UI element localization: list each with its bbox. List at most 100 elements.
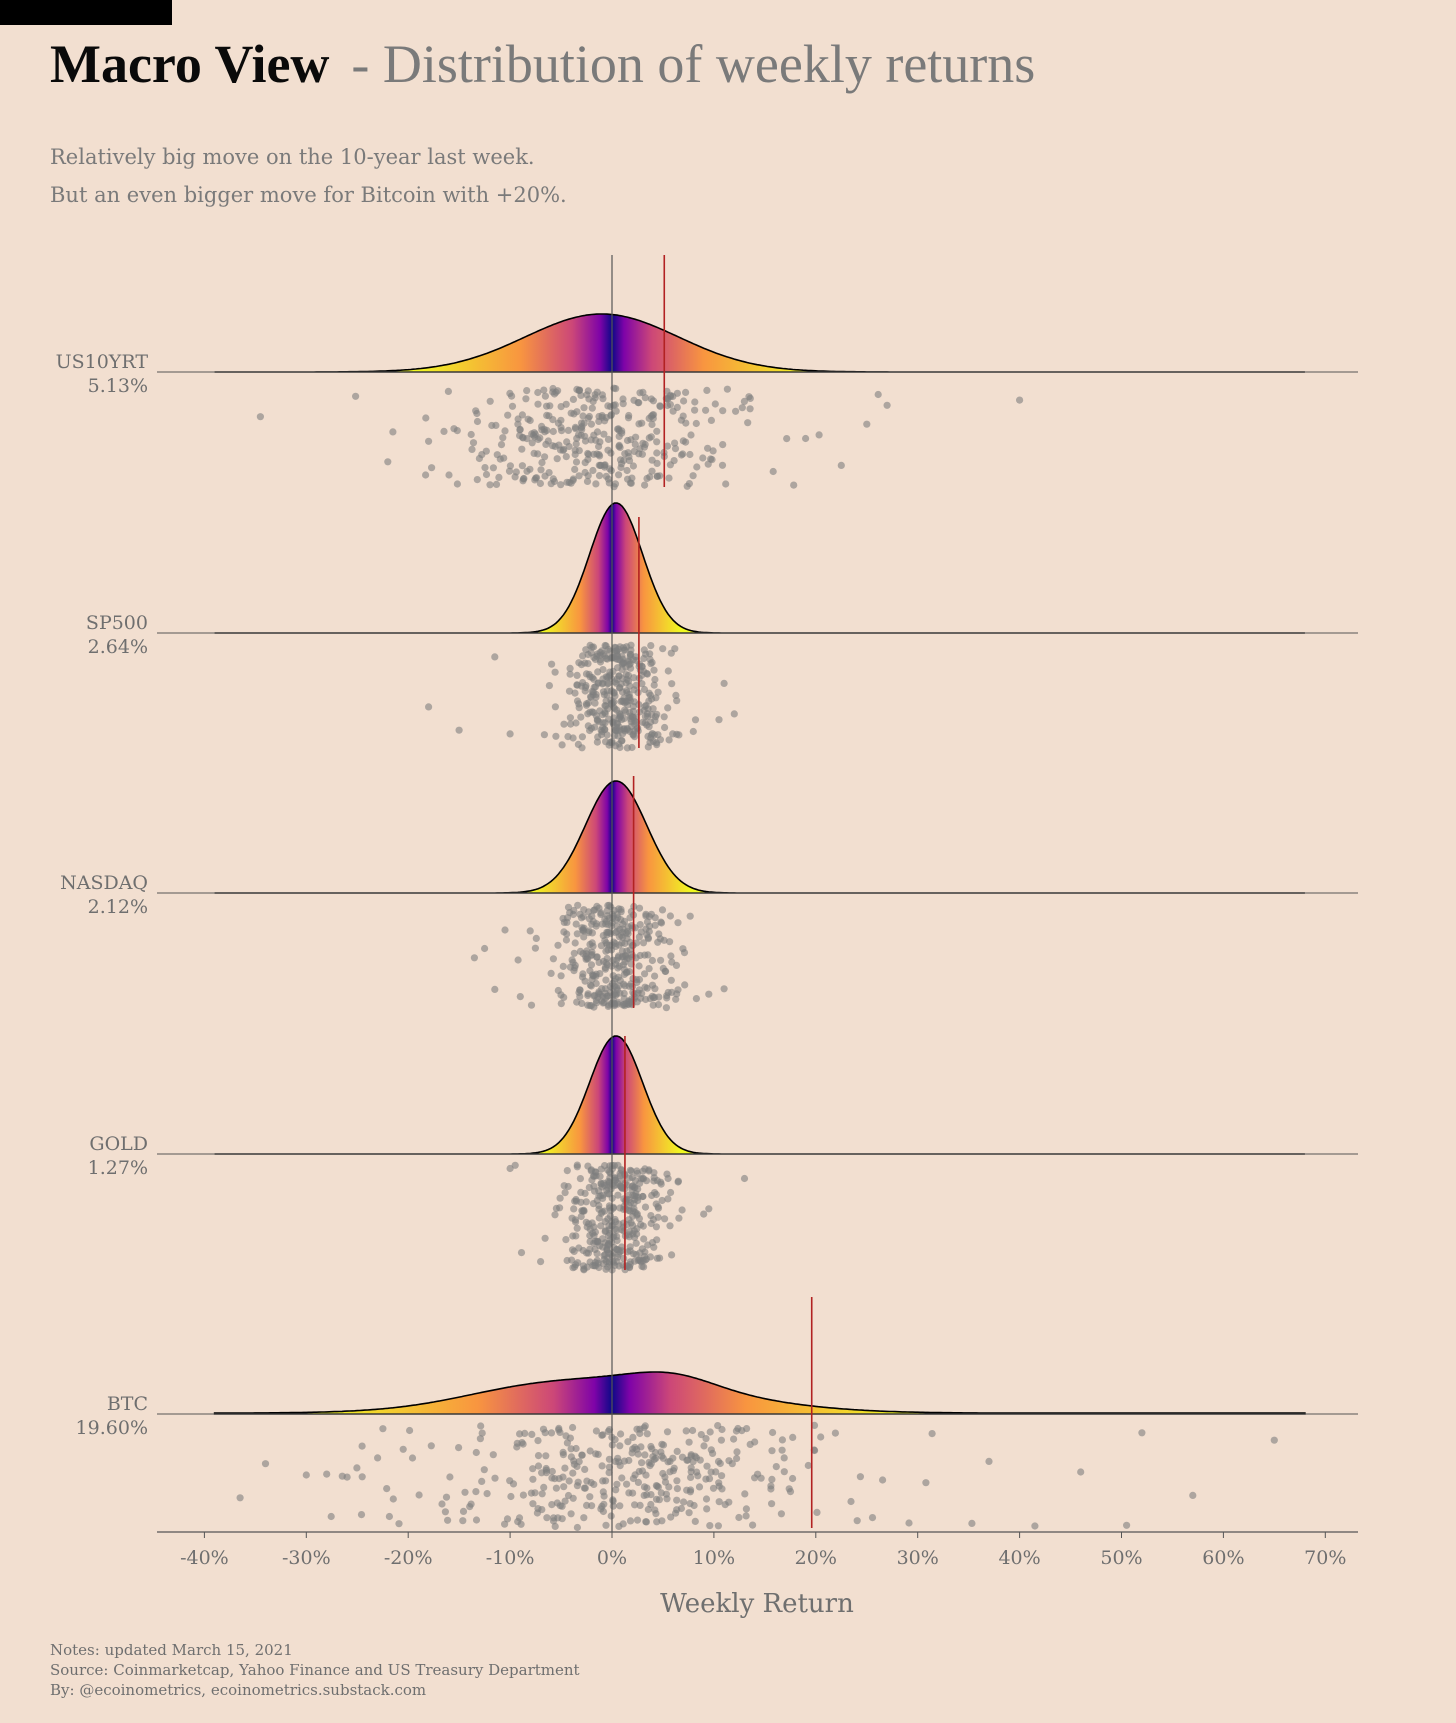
data-point (615, 905, 623, 913)
data-point (665, 1483, 673, 1491)
data-point (615, 471, 623, 479)
data-point (499, 434, 507, 442)
row-label-gold: GOLD (89, 1133, 148, 1155)
footer-notes: Notes: updated March 15, 2021 Source: Co… (50, 1640, 580, 1700)
data-point (602, 642, 610, 650)
data-point (602, 994, 610, 1002)
data-point (644, 743, 652, 751)
data-point (699, 454, 707, 462)
data-point (671, 445, 680, 453)
data-point (584, 722, 592, 730)
data-point (508, 402, 517, 410)
data-point (551, 668, 559, 676)
data-point (503, 1515, 512, 1523)
data-point (623, 947, 631, 955)
data-point (563, 478, 571, 486)
data-point (540, 1483, 548, 1491)
data-point (566, 1434, 575, 1442)
data-point (637, 1443, 645, 1451)
data-point (621, 939, 629, 948)
data-point (514, 956, 522, 964)
data-point-outlier (740, 1174, 749, 1183)
data-point (415, 1491, 423, 1499)
data-point (664, 667, 672, 675)
data-point (592, 480, 600, 488)
data-point (648, 981, 657, 989)
data-point-outlier (384, 458, 392, 466)
data-point (643, 1430, 651, 1438)
data-point (575, 472, 583, 480)
data-point (544, 437, 552, 445)
data-point (620, 1195, 628, 1203)
data-point (780, 1454, 788, 1462)
data-point (581, 468, 589, 477)
data-point (714, 1522, 723, 1530)
data-point (559, 446, 567, 454)
data-point (648, 1445, 656, 1453)
data-point (461, 1488, 469, 1496)
data-point (672, 1509, 680, 1517)
data-point (778, 1446, 786, 1454)
data-point-outlier (705, 1205, 713, 1213)
data-point (634, 689, 642, 697)
data-point (569, 734, 577, 742)
data-point (629, 462, 638, 470)
data-point (682, 1427, 690, 1435)
data-point (584, 710, 592, 718)
data-point (653, 459, 661, 467)
data-point (576, 1175, 585, 1183)
data-point (593, 717, 602, 725)
data-point (618, 1474, 626, 1482)
data-point (567, 720, 575, 728)
data-point (599, 1477, 607, 1485)
data-point (626, 914, 634, 922)
data-point (687, 431, 695, 439)
data-point (596, 707, 604, 715)
data-point (831, 1429, 840, 1437)
data-point (626, 479, 635, 487)
data-point (592, 1262, 600, 1270)
data-point (689, 1426, 697, 1435)
data-point (673, 1485, 682, 1493)
data-point (444, 1516, 452, 1524)
data-point (607, 467, 615, 475)
data-point-outlier (985, 1457, 993, 1465)
data-point (604, 435, 613, 443)
data-point (666, 1222, 674, 1230)
data-point (689, 472, 697, 480)
data-point (623, 1480, 631, 1488)
data-point (564, 426, 573, 434)
data-point (653, 710, 661, 718)
data-point-outlier (705, 990, 713, 998)
data-point (671, 439, 679, 447)
data-point (628, 950, 636, 959)
data-point (557, 403, 565, 411)
data-point (646, 1462, 654, 1470)
data-point (668, 988, 676, 997)
data-point (559, 1451, 568, 1459)
data-point (609, 1203, 618, 1211)
data-point (624, 927, 632, 936)
data-point (577, 713, 585, 721)
data-point (651, 1189, 659, 1197)
data-point (654, 938, 662, 946)
data-point (645, 965, 653, 973)
data-point (566, 714, 575, 722)
data-point (673, 403, 681, 411)
x-tick-label: 40% (998, 1547, 1040, 1569)
data-point (624, 414, 633, 422)
data-point (768, 1447, 776, 1455)
data-point (621, 982, 629, 990)
data-point (573, 1224, 581, 1232)
data-point (598, 647, 606, 655)
data-point (592, 996, 601, 1005)
data-point (478, 1477, 486, 1485)
data-point (641, 970, 649, 978)
data-point (509, 1480, 518, 1488)
data-point (588, 404, 596, 412)
data-point (565, 687, 574, 695)
data-point (624, 1438, 632, 1446)
data-point (638, 1459, 646, 1467)
data-point (358, 1442, 366, 1450)
data-point (664, 1195, 672, 1203)
